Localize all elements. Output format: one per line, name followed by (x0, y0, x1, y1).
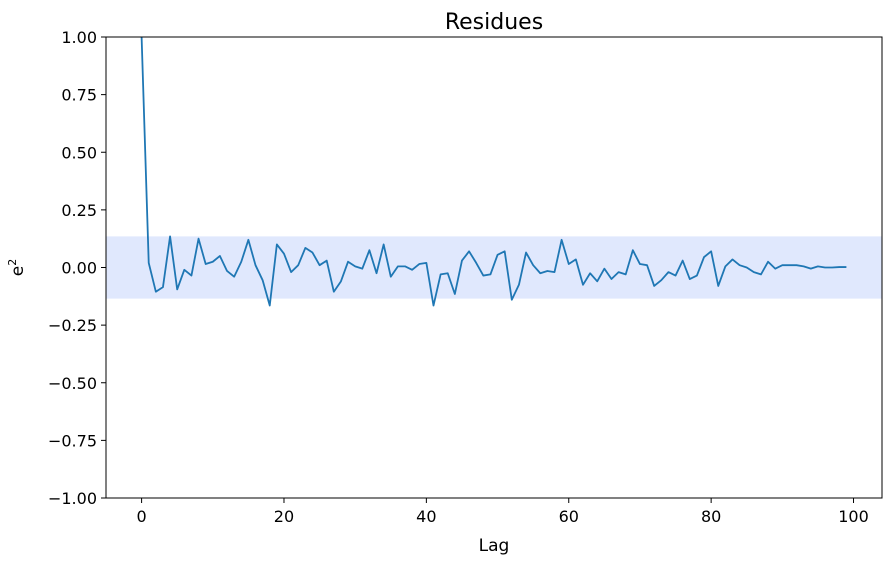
y-tick-label: 0.00 (61, 259, 97, 278)
y-axis-label: e2 (6, 259, 28, 276)
y-tick-label: −0.75 (48, 431, 97, 450)
y-tick-label: 0.75 (61, 86, 97, 105)
x-tick-label: 0 (137, 507, 147, 526)
x-tick-label: 40 (416, 507, 436, 526)
y-tick-label: −1.00 (48, 489, 97, 508)
plot-frame (105, 36, 883, 499)
chart-title: Residues (445, 10, 543, 35)
series-line-0 (140, 37, 847, 307)
y-tick-label: −0.25 (48, 316, 97, 335)
x-tick-label: 100 (838, 507, 869, 526)
axis-ticks: 0 20 40 60 80 100 1.00 0.75 0.50 0.25 0.00 −0.25 −0.… (48, 28, 869, 526)
y-tick-label: 0.25 (61, 201, 97, 220)
confidence-band (106, 236, 882, 299)
y-axis-label-base: e (8, 266, 28, 276)
x-tick-label: 60 (559, 507, 579, 526)
chart-marks (140, 37, 847, 307)
x-tick-label: 20 (274, 507, 294, 526)
y-tick-label: 1.00 (61, 28, 97, 47)
x-axis-label: Lag (479, 536, 510, 556)
y-tick-label: −0.50 (48, 374, 97, 393)
x-tick-label: 80 (701, 507, 721, 526)
y-tick-label: 0.50 (61, 143, 97, 162)
y-axis-label-superscript: 2 (6, 259, 19, 266)
